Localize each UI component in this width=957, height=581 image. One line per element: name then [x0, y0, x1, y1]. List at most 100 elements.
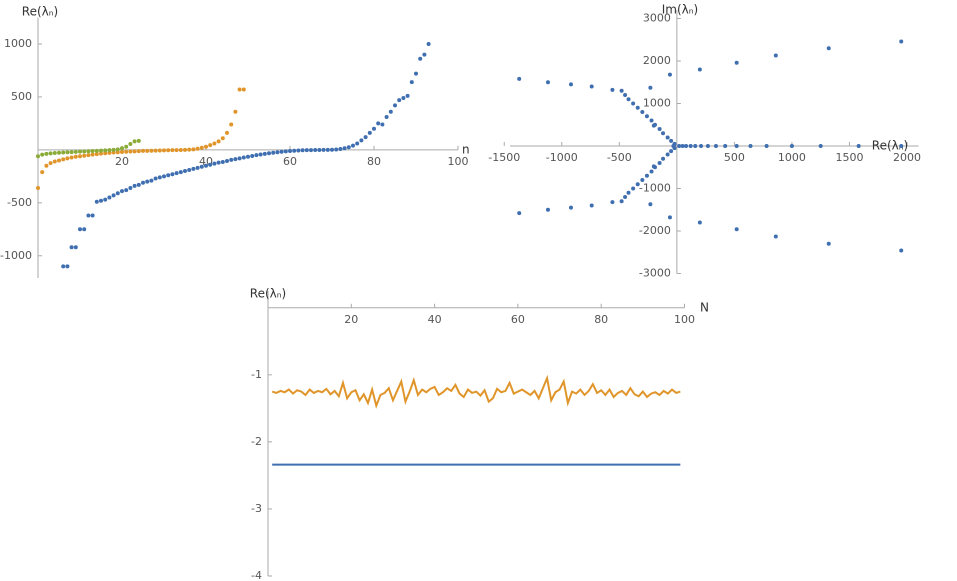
- y-tick-label: -1000: [639, 182, 671, 195]
- point: [208, 143, 213, 148]
- point: [44, 151, 49, 156]
- point: [120, 146, 124, 151]
- point: [568, 82, 573, 87]
- point: [225, 158, 229, 163]
- point: [393, 103, 397, 108]
- point: [250, 154, 255, 159]
- point: [657, 161, 662, 165]
- x-tick-label: -1500: [488, 151, 520, 164]
- y-tick-label: 1000: [4, 37, 32, 50]
- point: [57, 158, 61, 163]
- point: [124, 149, 129, 154]
- point: [669, 138, 674, 143]
- point: [414, 71, 418, 76]
- y-tick-label: 3000: [643, 12, 671, 25]
- point: [665, 152, 670, 157]
- point: [346, 145, 351, 150]
- point: [671, 144, 676, 148]
- point: [69, 245, 74, 250]
- point: [86, 213, 91, 218]
- y-tick-label: 2000: [643, 54, 671, 67]
- point: [115, 150, 120, 155]
- y-axis-label: Re(λₙ): [22, 5, 58, 19]
- point: [208, 162, 213, 167]
- point: [773, 234, 778, 239]
- point: [220, 136, 225, 141]
- point: [149, 178, 154, 183]
- point: [626, 97, 631, 102]
- x-tick-label: 100: [674, 313, 695, 326]
- point: [300, 148, 305, 153]
- point: [789, 144, 794, 148]
- point: [309, 148, 313, 153]
- point: [170, 172, 175, 177]
- point: [826, 241, 831, 246]
- point: [697, 220, 702, 225]
- line: [271, 374, 681, 409]
- point: [145, 179, 150, 184]
- point: [40, 152, 45, 157]
- point: [321, 147, 326, 152]
- x-tick-label: 20: [115, 155, 129, 168]
- point: [90, 152, 95, 157]
- x-tick-label: 1000: [778, 151, 806, 164]
- point: [153, 176, 158, 181]
- point: [124, 188, 129, 193]
- point: [57, 150, 61, 155]
- point: [619, 88, 624, 93]
- point: [359, 138, 364, 143]
- y-tick-label: 500: [11, 90, 32, 103]
- point: [191, 166, 196, 171]
- y-tick-label: -3000: [639, 267, 671, 280]
- point: [317, 147, 322, 152]
- point: [292, 148, 297, 153]
- point: [191, 147, 196, 152]
- point: [61, 150, 66, 155]
- point: [195, 146, 200, 151]
- point: [626, 190, 631, 195]
- point: [680, 144, 685, 148]
- point: [61, 264, 66, 269]
- point: [283, 149, 288, 154]
- point: [631, 186, 636, 191]
- x-tick-label: 500: [724, 151, 745, 164]
- point: [237, 87, 242, 92]
- point: [684, 144, 689, 148]
- point: [36, 185, 40, 190]
- point: [640, 110, 645, 114]
- y-tick-label: -4: [251, 569, 262, 581]
- point: [376, 121, 381, 126]
- point: [517, 76, 522, 81]
- x-tick-label: 80: [594, 313, 608, 326]
- point: [73, 154, 78, 159]
- point: [589, 84, 594, 89]
- point: [397, 98, 402, 103]
- point: [166, 148, 171, 153]
- point: [136, 138, 141, 143]
- point: [380, 122, 385, 127]
- point: [178, 147, 183, 152]
- point: [120, 189, 124, 194]
- point: [216, 160, 221, 165]
- x-tick-label: 100: [448, 155, 469, 168]
- point: [734, 144, 739, 148]
- x-axis-label: Re(λₙ): [872, 139, 908, 153]
- point: [246, 154, 250, 159]
- point: [187, 167, 192, 172]
- point: [237, 156, 242, 161]
- point: [661, 131, 666, 136]
- point: [899, 144, 904, 148]
- point: [65, 156, 70, 161]
- x-tick-label: 60: [283, 155, 297, 168]
- point: [73, 149, 78, 154]
- point: [157, 175, 162, 180]
- point: [764, 144, 769, 148]
- point: [372, 126, 376, 131]
- point: [141, 148, 145, 153]
- point: [128, 142, 133, 147]
- point: [52, 151, 57, 156]
- point: [48, 151, 53, 156]
- point: [103, 148, 108, 153]
- x-tick-label: 20: [344, 313, 358, 326]
- point: [826, 46, 831, 51]
